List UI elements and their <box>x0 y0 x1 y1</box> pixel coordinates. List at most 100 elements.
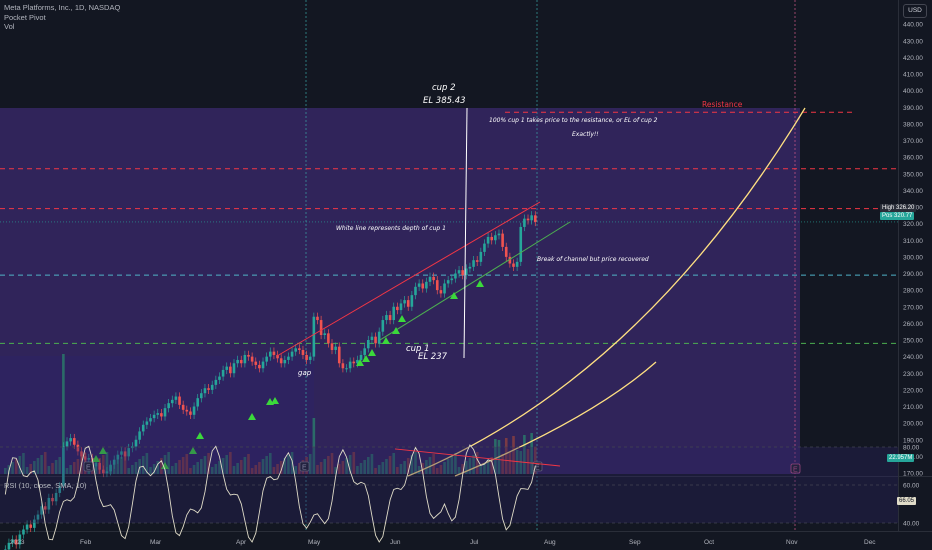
volume-bar <box>396 467 399 474</box>
volume-bar <box>236 463 239 474</box>
volume-bar <box>123 454 127 474</box>
candle-body <box>432 276 435 281</box>
volume-bar <box>185 454 189 474</box>
volume-bar <box>105 452 109 474</box>
time-label-2023: 2023 <box>10 539 25 546</box>
volume-bar <box>160 458 163 474</box>
volume-bar <box>243 457 247 474</box>
candle-body <box>25 524 29 530</box>
rsi-tick-60: 60.00 <box>903 483 920 490</box>
candle-body <box>468 266 472 269</box>
volume-bar <box>294 466 297 474</box>
candle-body <box>327 333 330 344</box>
candle-body <box>138 431 141 440</box>
candle-body <box>457 270 461 274</box>
volume-bar <box>374 468 377 474</box>
volume-bar <box>33 461 36 474</box>
candle-body <box>98 463 101 470</box>
volume-bar <box>348 455 352 474</box>
volume-bar <box>359 463 363 474</box>
volume-bar <box>530 433 533 474</box>
volume-bar <box>272 467 276 474</box>
volume-bar <box>356 466 359 474</box>
candle-body <box>178 396 181 405</box>
volume-bar <box>200 459 203 474</box>
volume-bar <box>131 465 134 474</box>
volume-bar <box>465 461 468 474</box>
volume-bar <box>450 456 454 474</box>
indicator-volume[interactable]: Vol <box>4 22 15 31</box>
candle-body <box>421 283 425 289</box>
candle-body <box>454 273 457 279</box>
volume-bar <box>250 468 254 474</box>
price-tick-260: 260.00 <box>903 321 923 328</box>
price-tick-400: 400.00 <box>903 88 923 95</box>
cup2-arc-lower <box>454 361 657 477</box>
volume-bar <box>181 457 185 474</box>
candle-body <box>414 286 417 296</box>
indicator-pocket-pivot[interactable]: Pocket Pivot <box>4 12 46 22</box>
candle-body <box>341 363 345 369</box>
candle-body <box>123 451 127 457</box>
volume-bar <box>11 462 14 474</box>
candle-body <box>508 256 512 264</box>
volume-bar <box>69 465 72 474</box>
volume-bar <box>363 460 366 474</box>
volume-bar <box>174 463 178 474</box>
candle-body <box>479 251 483 262</box>
rsi-legend[interactable]: RSI (10, close, SMA, 10) <box>4 481 87 490</box>
pocket-pivot-marker <box>196 432 204 439</box>
volume-bar <box>421 463 425 474</box>
candle-body <box>417 283 421 287</box>
candle-body <box>435 280 439 291</box>
candle-body <box>439 290 443 294</box>
volume-bar <box>203 456 207 474</box>
volume-bar <box>483 463 486 474</box>
volume-bar <box>214 464 218 474</box>
candle-body <box>105 471 109 473</box>
candle-body <box>33 519 36 528</box>
candle-body <box>116 454 120 460</box>
volume-bar <box>192 465 196 474</box>
time-label-mar: Mar <box>150 539 162 546</box>
pocket-pivot-marker <box>362 355 370 362</box>
volume-bar <box>319 462 323 474</box>
volume-bar <box>486 460 490 474</box>
pocket-pivot-marker <box>476 280 484 287</box>
channel-bottom-line <box>379 221 571 341</box>
volume-bar <box>533 447 537 474</box>
symbol-title[interactable]: Meta Platforms, Inc., 1D, NASDAQ <box>4 3 121 12</box>
candle-body <box>526 218 530 221</box>
candle-body <box>156 413 160 415</box>
candle-body <box>298 348 301 350</box>
candle-body <box>494 235 497 241</box>
candle-body <box>399 303 403 311</box>
volume-bar <box>323 459 327 474</box>
candle-body <box>167 403 170 409</box>
candle-body <box>192 406 196 415</box>
cup2-title: cup 2 <box>432 83 456 93</box>
candle-body <box>370 336 374 340</box>
candle-body <box>287 356 290 360</box>
candle-body <box>450 278 454 281</box>
candle-body <box>472 260 475 267</box>
candle-body <box>7 542 11 550</box>
volume-bar <box>316 465 319 474</box>
cup1-title: cup 1 <box>406 344 430 354</box>
volume-bar <box>519 451 523 474</box>
candle-body <box>388 315 392 321</box>
currency-button[interactable]: USD <box>903 4 927 18</box>
candle-body <box>189 411 192 415</box>
candle-body <box>530 215 533 221</box>
time-label-dec: Dec <box>864 539 876 546</box>
candle-body <box>523 218 526 227</box>
cup1-el: EL 237 <box>418 352 448 362</box>
rsi-tick-40: 40.00 <box>903 521 920 528</box>
time-label-nov: Nov <box>786 539 798 546</box>
rsi-line <box>4 444 536 543</box>
candle-body <box>261 361 265 369</box>
volume-bar <box>435 468 439 474</box>
candle-body <box>134 439 138 447</box>
candle-body <box>497 233 501 236</box>
